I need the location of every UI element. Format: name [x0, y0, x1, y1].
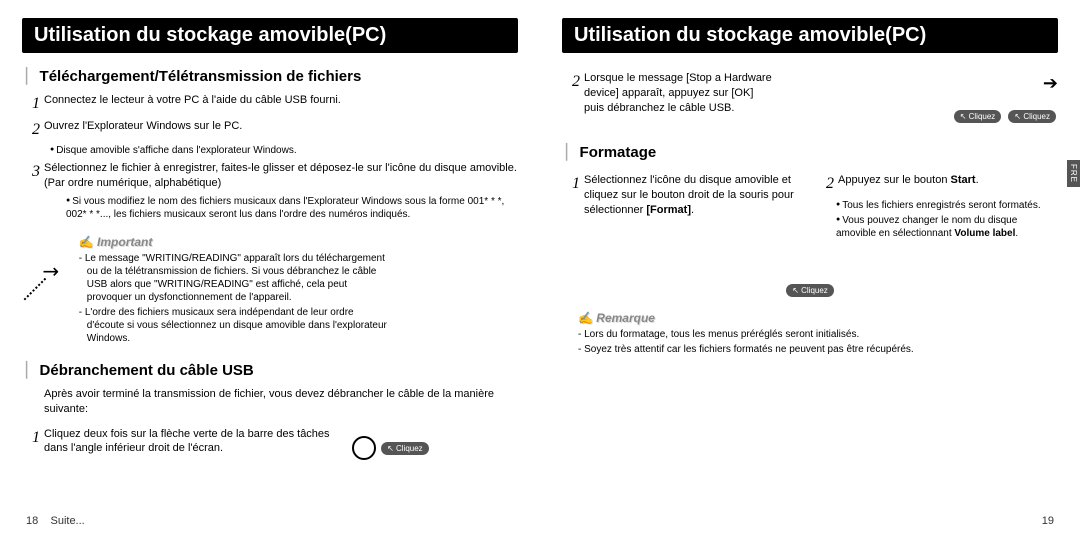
dialog-figure-area: ➔ Cliquez Cliquez: [788, 67, 1058, 125]
disconnect-step-2: 2 Lorsque le message [Stop a Hardware de…: [572, 71, 772, 116]
circle-icon: [352, 436, 376, 460]
left-page: Utilisation du stockage amovible(PC) Tél…: [0, 0, 540, 539]
format-bullet: Tous les fichiers enregistrés seront for…: [836, 199, 1058, 212]
cliquez-badge: Cliquez: [954, 110, 1002, 123]
remarque-block: Remarque Lors du formatage, tous les men…: [578, 311, 1058, 356]
section-disconnect-heading: Débranchement du câble USB: [26, 361, 518, 379]
step-2: 2 Ouvrez l'Explorateur Windows sur le PC…: [32, 119, 518, 141]
remarque-label: Remarque: [578, 311, 1058, 325]
step-number: 1: [32, 427, 40, 457]
important-note: Le message "WRITING/READING" apparaît lo…: [87, 252, 389, 304]
usb-arrow-icon: ↘: [22, 229, 59, 284]
footer-left: 18 Suite...: [26, 515, 85, 527]
format-step-1: 1 Sélectionnez l'icône du disque amovibl…: [572, 173, 804, 218]
section-download-heading: Téléchargement/Télétransmission de fichi…: [26, 67, 518, 85]
step-number: 2: [572, 71, 580, 116]
remarque-note: Soyez très attentif car les fichiers for…: [586, 343, 1058, 356]
important-note: L'ordre des fichiers musicaux sera indép…: [87, 306, 389, 345]
suite-label: Suite...: [50, 515, 84, 527]
step-1: 1 Connectez le lecteur à votre PC à l'ai…: [32, 93, 518, 115]
step-bullet: Si vous modifiez le nom des fichiers mus…: [66, 195, 518, 221]
remarque-note: Lors du formatage, tous les menus prérég…: [586, 328, 1058, 341]
step-text: Cliquez deux fois sur la flèche verte de…: [44, 427, 332, 457]
language-tab: FRE: [1067, 160, 1080, 187]
step-text: Appuyez sur le bouton Start.: [838, 173, 979, 195]
step-3: 3 Sélectionnez le fichier à enregistrer,…: [32, 161, 518, 191]
step-text: Sélectionnez l'icône du disque amovible …: [584, 173, 804, 218]
format-columns: 1 Sélectionnez l'icône du disque amovibl…: [562, 169, 1058, 242]
cliquez-badge: Cliquez: [381, 442, 429, 455]
step-number: 1: [32, 93, 40, 115]
format-figure-area: Cliquez: [562, 282, 1058, 299]
step-number: 2: [826, 173, 834, 195]
page-number: 18: [26, 515, 38, 527]
step-text: Sélectionnez le fichier à enregistrer, f…: [44, 161, 518, 191]
step-text: Lorsque le message [Stop a Hardware devi…: [584, 71, 772, 116]
step-text: Connectez le lecteur à votre PC à l'aide…: [44, 93, 341, 115]
step-text: Ouvrez l'Explorateur Windows sur le PC.: [44, 119, 242, 141]
page-title-right: Utilisation du stockage amovible(PC): [562, 18, 1058, 53]
page-number: 19: [1042, 515, 1054, 527]
disconnect-step-1: 1 Cliquez deux fois sur la flèche verte …: [32, 427, 332, 457]
page-title-left: Utilisation du stockage amovible(PC): [22, 18, 518, 53]
section-format-heading: Formatage: [566, 143, 1058, 161]
important-block: Important Le message "WRITING/READING" a…: [79, 235, 389, 347]
cliquez-badge: Cliquez: [1008, 110, 1056, 123]
format-bullet: Vous pouvez changer le nom du disque amo…: [836, 214, 1058, 240]
step-bullet: Disque amovible s'affiche dans l'explora…: [50, 144, 518, 157]
step-number: 2: [32, 119, 40, 141]
disconnect-paragraph: Après avoir terminé la transmission de f…: [44, 387, 518, 417]
tray-icon-figure: Cliquez: [352, 436, 431, 460]
right-page: Utilisation du stockage amovible(PC) 2 L…: [540, 0, 1080, 539]
step-number: 3: [32, 161, 40, 191]
step-number: 1: [572, 173, 580, 218]
cliquez-badge: Cliquez: [786, 284, 834, 297]
format-step-2: 2 Appuyez sur le bouton Start.: [826, 173, 1058, 195]
important-label: Important: [79, 235, 389, 249]
arrow-right-icon: ➔: [788, 73, 1058, 94]
